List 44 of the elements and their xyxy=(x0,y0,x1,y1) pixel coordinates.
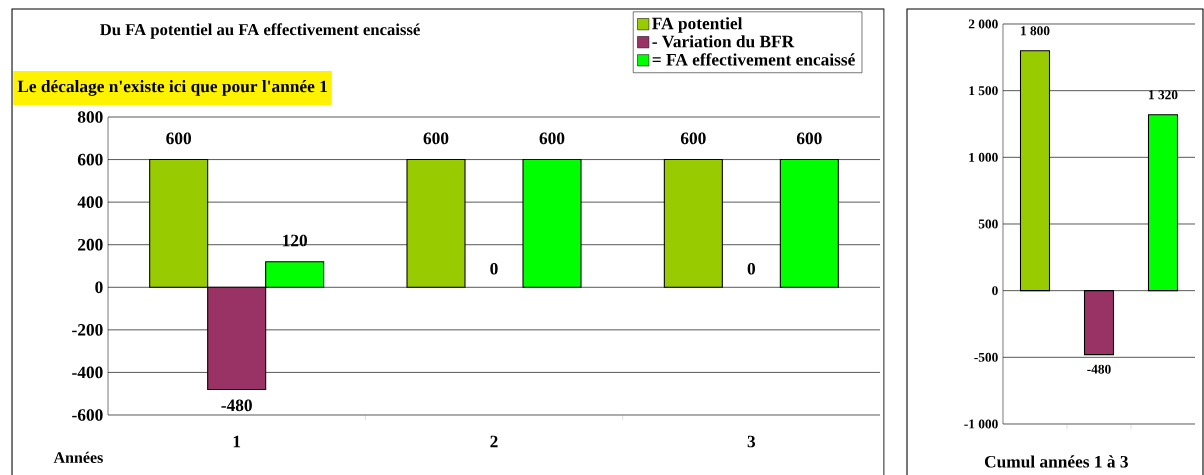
bar xyxy=(1147,114,1179,292)
y-tick-label: 1 500 xyxy=(969,86,998,96)
y-tick-label: 600 xyxy=(77,153,103,166)
data-label: -480 xyxy=(221,399,252,412)
bar xyxy=(522,159,582,288)
data-label: 1 320 xyxy=(1149,90,1178,100)
bar xyxy=(1083,290,1115,356)
y-tick-label: 500 xyxy=(978,219,998,229)
data-label: 600 xyxy=(539,132,565,145)
y-tick-label: -600 xyxy=(72,409,103,421)
y-tick-label: 2 000 xyxy=(968,19,998,29)
data-label: -480 xyxy=(1087,364,1111,374)
y-tick-label: 200 xyxy=(78,238,103,251)
text: Le décalage n'existe ici que pour l'année 1 xyxy=(17,80,327,96)
data-label: 600 xyxy=(166,132,192,145)
x-tick-label: 1 xyxy=(233,435,241,448)
y-tick-label: 800 xyxy=(77,111,103,123)
legend-label: - Variation du BFR xyxy=(652,35,795,48)
data-label: 600 xyxy=(680,132,706,145)
data-label: 120 xyxy=(283,234,308,247)
y-tick-label: -500 xyxy=(974,352,998,362)
bar xyxy=(1019,50,1051,292)
data-label: 1 800 xyxy=(1021,26,1050,36)
y-tick-label: 0 xyxy=(95,281,103,294)
data-label: 0 xyxy=(747,262,756,275)
y-tick-label: 400 xyxy=(77,196,103,208)
chart-title: Du FA potentiel au FA effectivement encaissé xyxy=(100,23,420,39)
y-tick-label: -1 000 xyxy=(964,419,998,429)
bar xyxy=(779,159,839,288)
data-label: 600 xyxy=(796,132,822,145)
x-axis-title: Années xyxy=(53,451,103,463)
bar xyxy=(406,159,466,288)
bar xyxy=(663,159,723,288)
legend-label: = FA effectivement encaissé xyxy=(652,53,855,66)
y-tick-label: 0 xyxy=(992,286,998,296)
x-tick-label: 3 xyxy=(747,435,756,448)
x-tick-label: 2 xyxy=(490,435,498,448)
data-label: 600 xyxy=(423,132,449,145)
legend-label: FA potentiel xyxy=(652,17,743,33)
y-tick-label: -400 xyxy=(72,366,103,379)
x-axis-title: Cumul années 1 à 3 xyxy=(984,455,1128,468)
y-tick-label: 1 000 xyxy=(969,152,998,162)
data-label: 0 xyxy=(490,262,498,275)
y-tick-label: -200 xyxy=(72,324,103,336)
